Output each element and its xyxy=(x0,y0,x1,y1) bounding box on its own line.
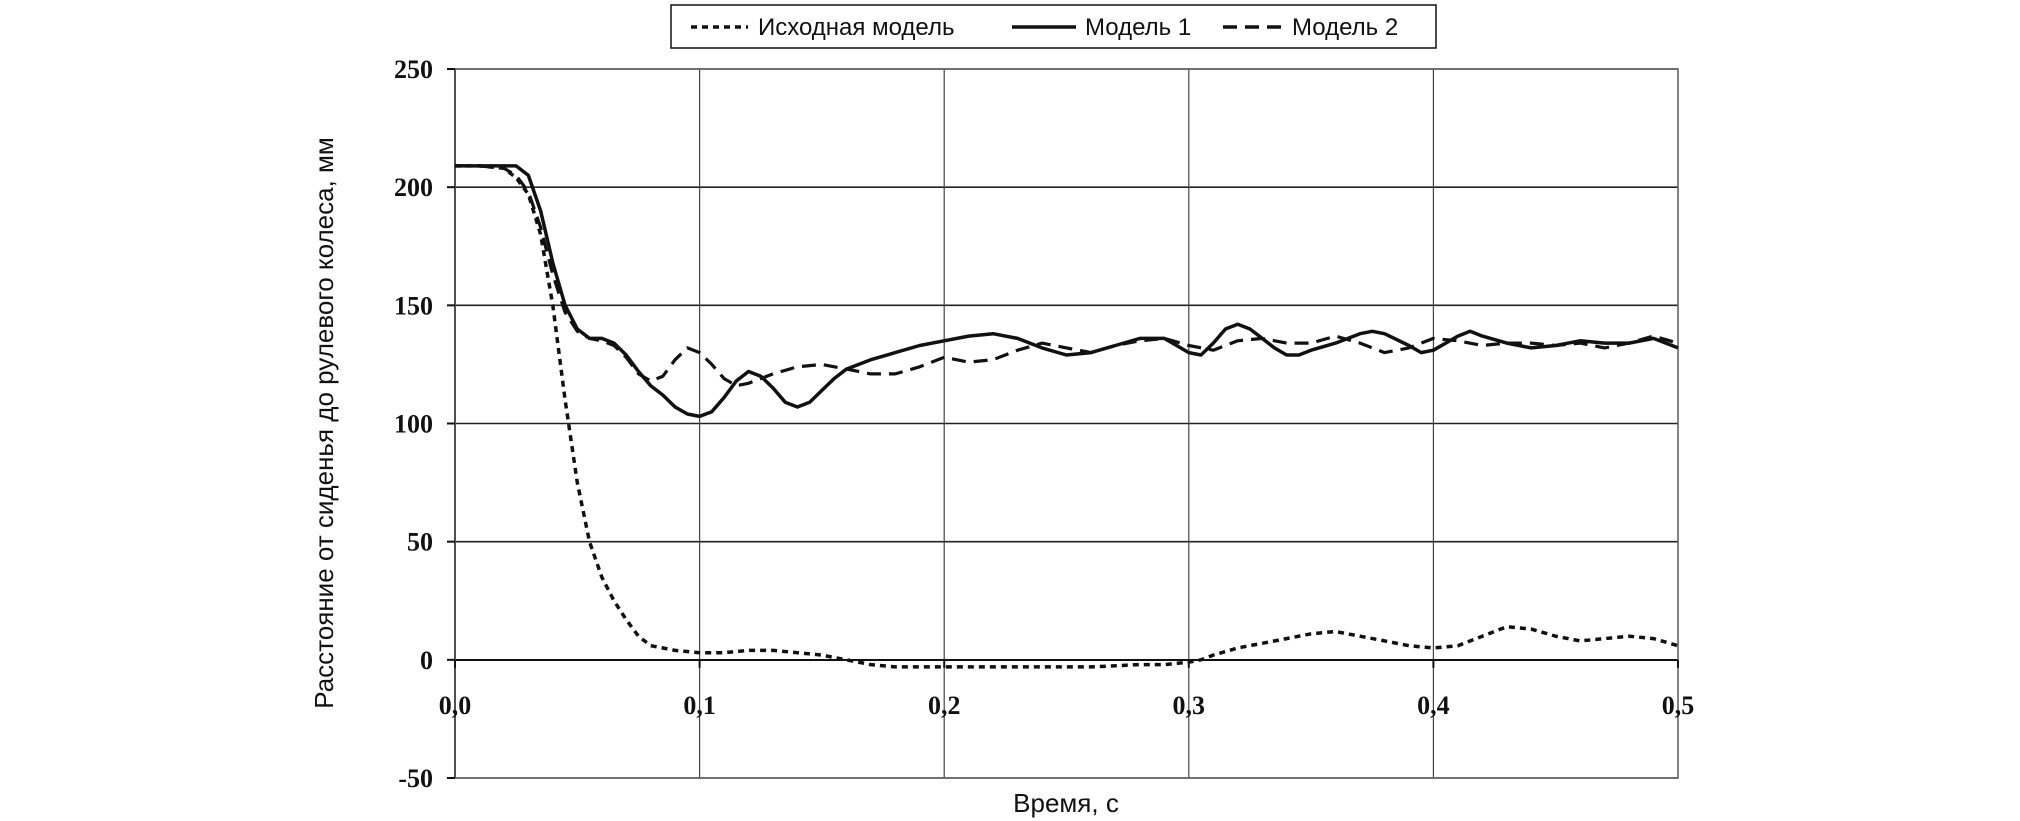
y-tick-label: 250 xyxy=(394,55,433,84)
x-tick-label: 0,0 xyxy=(439,691,472,720)
legend-label-model-1: Модель 1 xyxy=(1085,14,1191,41)
x-tick-label: 0,3 xyxy=(1173,691,1206,720)
legend-label-model-2: Модель 2 xyxy=(1292,14,1398,41)
series-lines xyxy=(455,164,1679,669)
y-tick-label: -50 xyxy=(398,764,433,793)
y-tick-label: 150 xyxy=(394,291,433,320)
x-tick-label: 0,2 xyxy=(928,691,961,720)
x-tick-label: 0,4 xyxy=(1417,691,1450,720)
series-line-3 xyxy=(455,164,1679,388)
y-tick-label: 200 xyxy=(394,173,433,202)
y-tick-label: 100 xyxy=(394,410,433,439)
x-tick-label: 0,5 xyxy=(1662,691,1695,720)
y-tick-label: 50 xyxy=(407,528,433,557)
y-ticks: -50 0 50 100 150 200 250 xyxy=(394,55,455,793)
series-line-1 xyxy=(455,164,1679,669)
legend-label-original-model: Исходная модель xyxy=(758,14,954,41)
x-ticks: 0,0 0,1 0,2 0,3 0,4 0,5 xyxy=(439,659,1695,720)
x-axis-title: Время, с xyxy=(1013,788,1119,818)
legend: Исходная модель Модель 1 Модель 2 xyxy=(670,4,1437,49)
x-tick-label: 0,1 xyxy=(683,691,716,720)
y-tick-label: 0 xyxy=(420,646,433,675)
y-axis-title: Расстояние от сиденья до рулевого колеса… xyxy=(309,137,339,709)
